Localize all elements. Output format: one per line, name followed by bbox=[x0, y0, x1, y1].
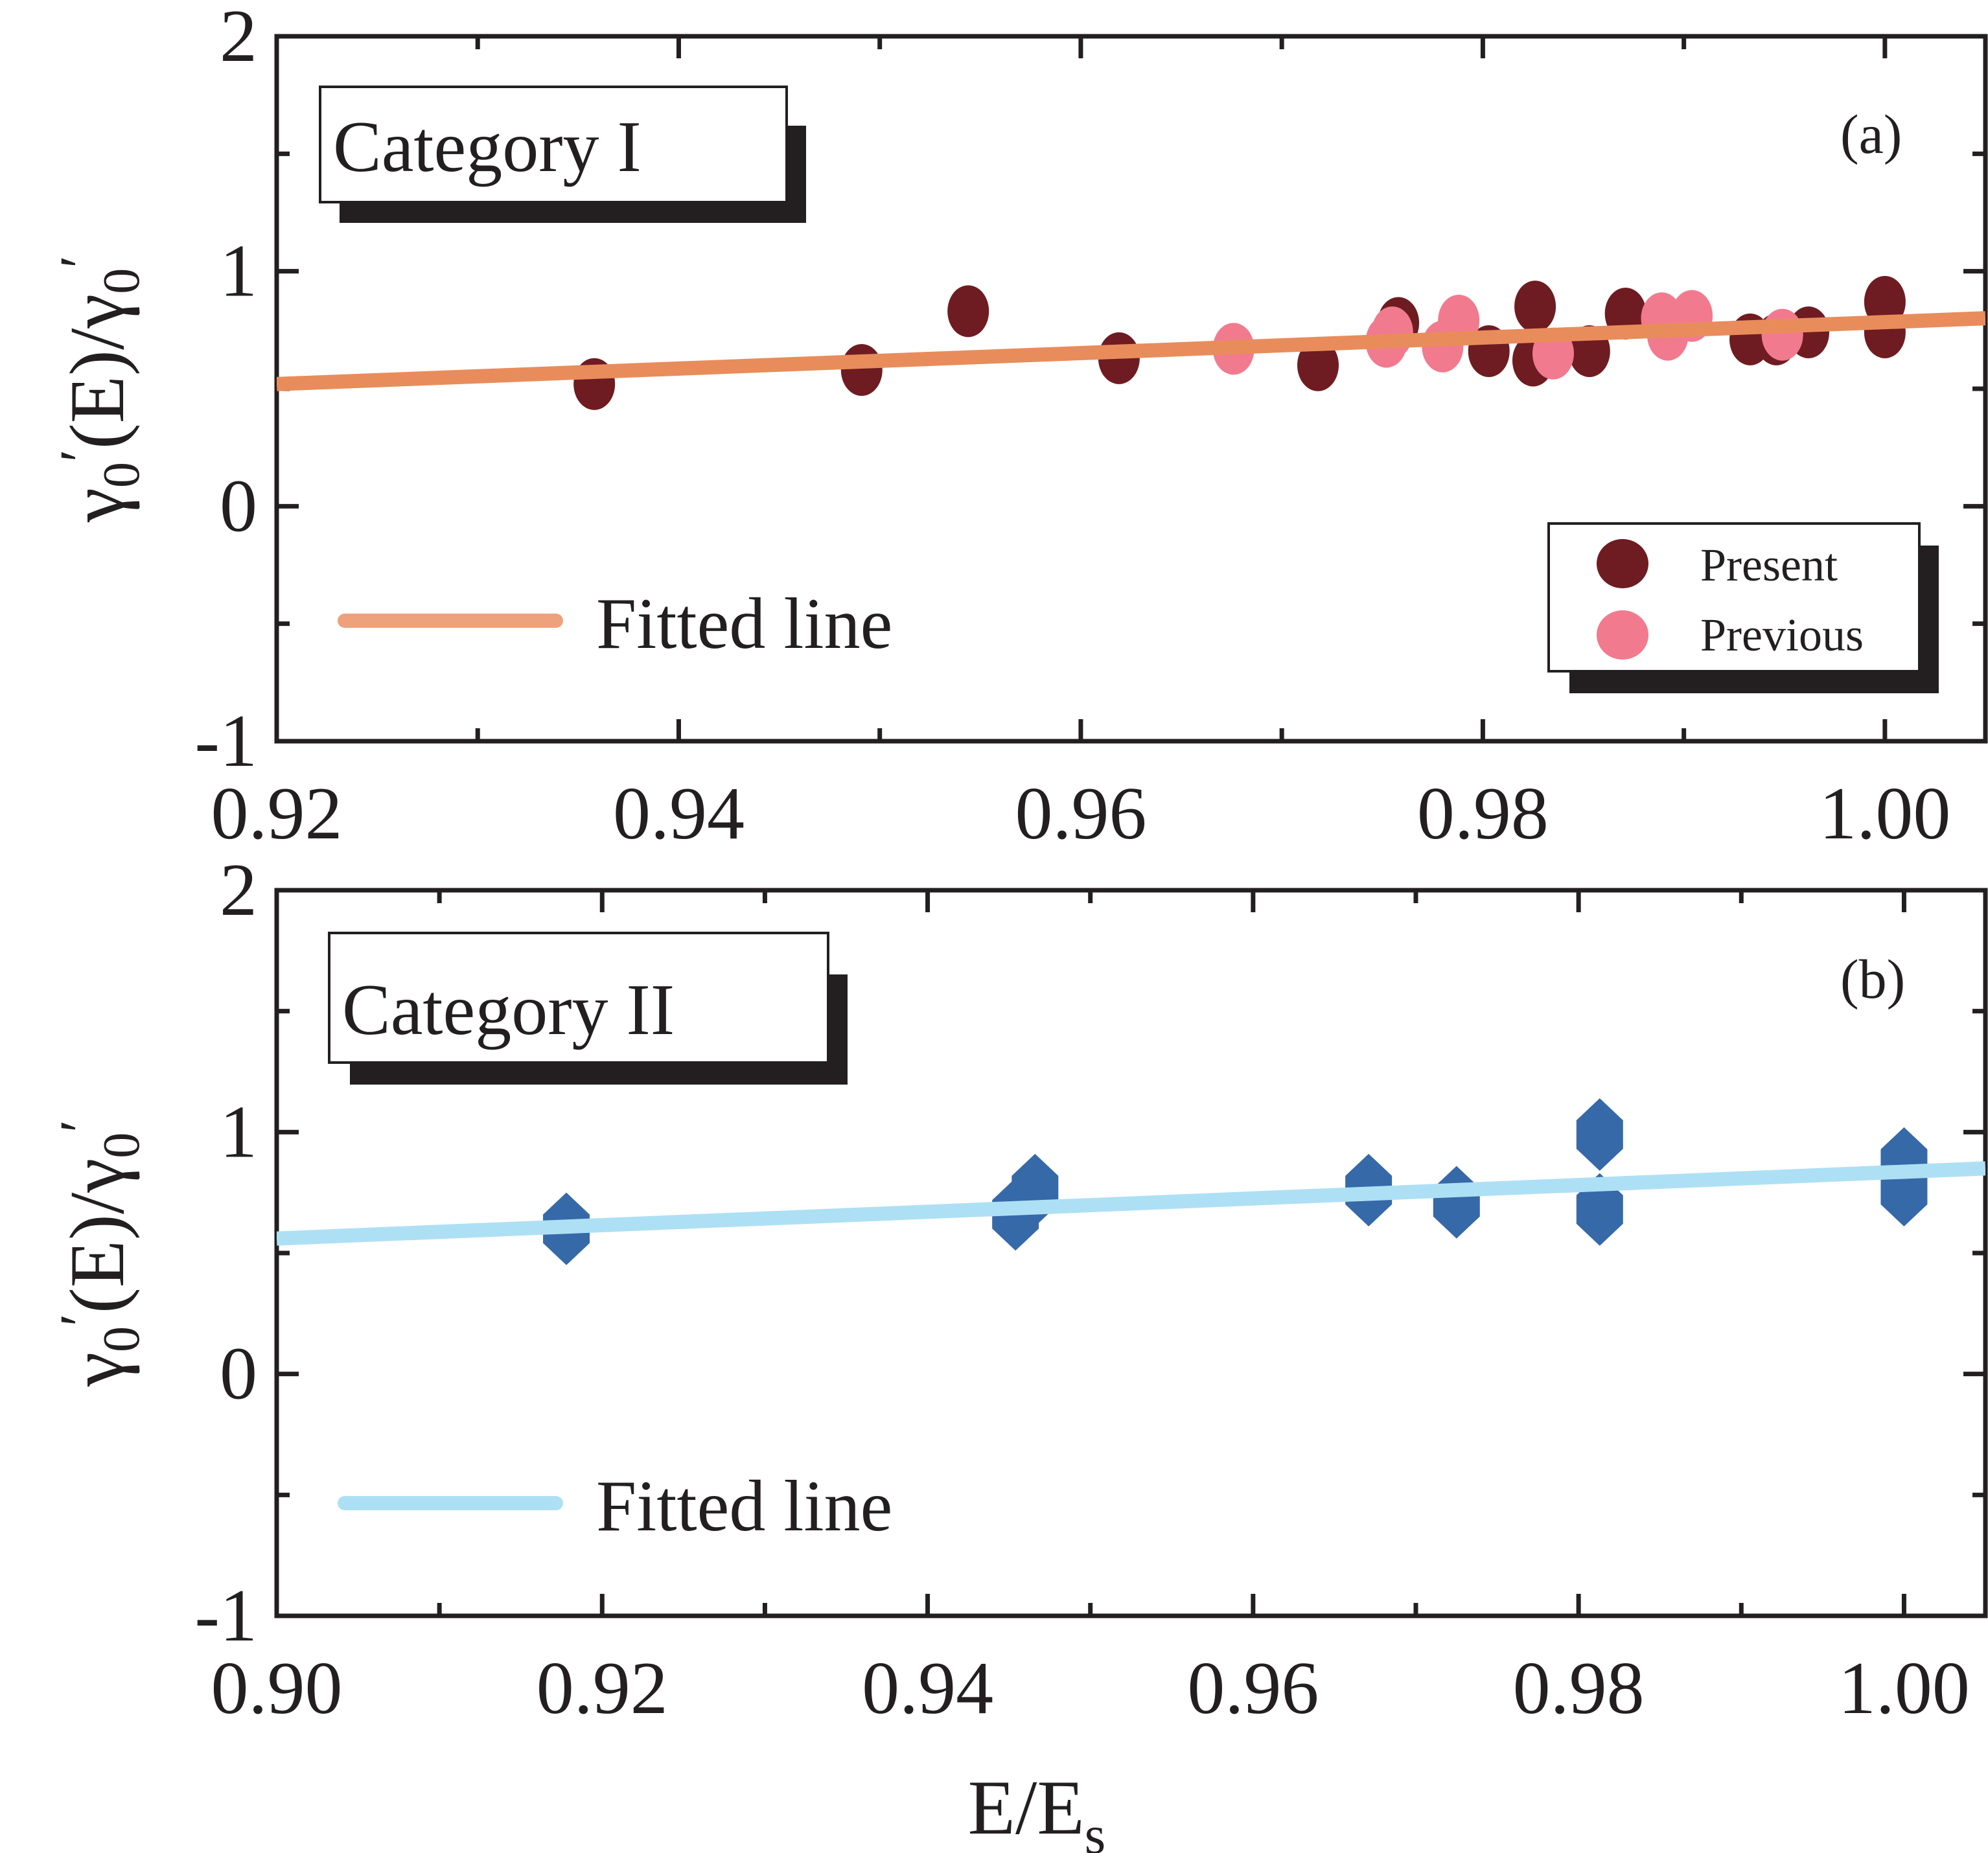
legend-marker-previous bbox=[1597, 610, 1648, 660]
category-label-b: Category II bbox=[342, 970, 675, 1050]
fit-legend-b: Fitted line bbox=[338, 1466, 892, 1547]
data-point-present bbox=[1297, 339, 1339, 391]
legend-label-present: Present bbox=[1700, 539, 1838, 591]
x-axis-title-sub: s bbox=[1085, 1805, 1106, 1853]
x-tick-label: 0.96 bbox=[1015, 772, 1146, 855]
x-tick-label: 1.00 bbox=[1819, 772, 1950, 855]
x-tick-label: 0.96 bbox=[1187, 1647, 1319, 1730]
legend-marker-present bbox=[1597, 539, 1648, 588]
data-point-hexagon bbox=[1576, 1098, 1623, 1171]
plot-area-a bbox=[277, 275, 1985, 410]
y-axis-title-b: γ0′(E)/γ0′ bbox=[49, 1120, 150, 1387]
y-tick-label: 1 bbox=[220, 1090, 257, 1173]
y-tick-label: 0 bbox=[220, 1333, 257, 1416]
legend-label-previous: Previous bbox=[1700, 609, 1864, 661]
panel-a: Category I (a) Present Previous Fitted l… bbox=[49, 0, 1988, 855]
panel-label-b: (b) bbox=[1840, 948, 1905, 1010]
panel-b: Category II (b) Fitted line E/Es 0.90 0.9… bbox=[49, 849, 1988, 1853]
data-point-present bbox=[840, 343, 883, 396]
data-point-previous bbox=[1761, 308, 1803, 361]
x-tick-label: 0.98 bbox=[1513, 1647, 1645, 1730]
y-tick-label: -1 bbox=[194, 700, 257, 783]
fitted-line-a bbox=[277, 311, 1985, 391]
legend-a: Present Previous bbox=[1547, 522, 1939, 693]
y-tick-label: -1 bbox=[194, 1574, 257, 1657]
y-tick-label: 2 bbox=[220, 0, 257, 78]
x-tick-label: 0.90 bbox=[211, 1647, 343, 1730]
fitted-line-b bbox=[277, 1161, 1985, 1246]
y-tick-label: 2 bbox=[220, 849, 257, 932]
category-label-a: Category I bbox=[333, 107, 641, 187]
fit-legend-a: Fitted line bbox=[338, 584, 892, 664]
fit-legend-label-b: Fitted line bbox=[596, 1466, 892, 1547]
category-box-b: Category II bbox=[328, 932, 848, 1085]
data-point-present bbox=[947, 285, 989, 338]
x-tick-label: 0.94 bbox=[613, 772, 745, 855]
x-axis-title-main: E/E bbox=[968, 1764, 1085, 1850]
x-tick-label: 0.98 bbox=[1417, 772, 1549, 855]
data-point-hexagon bbox=[1433, 1166, 1480, 1239]
x-tick-label: 0.92 bbox=[537, 1647, 668, 1730]
plot-area-b bbox=[277, 1098, 1985, 1265]
data-point-present bbox=[1864, 306, 1906, 358]
y-tick-label: 1 bbox=[220, 230, 257, 313]
y-axis-title-a: γ0′(E)/γ0′ bbox=[49, 255, 150, 523]
x-tick-label: 1.00 bbox=[1838, 1647, 1970, 1730]
y-tick-label: 0 bbox=[220, 465, 257, 547]
panel-label-a: (a) bbox=[1840, 103, 1902, 165]
x-tick-label: 0.94 bbox=[862, 1647, 993, 1730]
data-point-previous bbox=[1371, 306, 1413, 358]
fit-legend-label-a: Fitted line bbox=[596, 584, 892, 664]
category-box-a: Category I bbox=[319, 86, 806, 223]
x-axis-title-b: E/Es bbox=[968, 1764, 1106, 1853]
x-tick-label: 0.92 bbox=[211, 772, 343, 855]
data-point-present bbox=[1514, 281, 1556, 333]
